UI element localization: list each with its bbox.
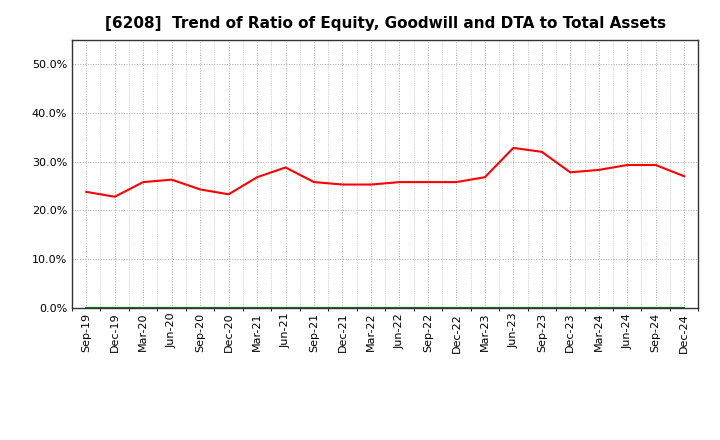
Deferred Tax Assets [167,305,176,311]
Deferred Tax Assets [566,305,575,311]
Goodwill [537,305,546,311]
Goodwill [139,305,148,311]
Equity [680,174,688,179]
Equity [110,194,119,199]
Goodwill [282,305,290,311]
Equity [623,162,631,168]
Goodwill [452,305,461,311]
Goodwill [623,305,631,311]
Equity [253,175,261,180]
Deferred Tax Assets [139,305,148,311]
Goodwill [167,305,176,311]
Goodwill [110,305,119,311]
Goodwill [366,305,375,311]
Deferred Tax Assets [366,305,375,311]
Deferred Tax Assets [680,305,688,311]
Deferred Tax Assets [338,305,347,311]
Equity [423,180,432,185]
Deferred Tax Assets [595,305,603,311]
Deferred Tax Assets [82,305,91,311]
Equity [395,180,404,185]
Goodwill [652,305,660,311]
Equity [338,182,347,187]
Deferred Tax Assets [652,305,660,311]
Deferred Tax Assets [623,305,631,311]
Goodwill [509,305,518,311]
Deferred Tax Assets [537,305,546,311]
Deferred Tax Assets [423,305,432,311]
Equity [652,162,660,168]
Goodwill [480,305,489,311]
Equity [167,177,176,182]
Equity [566,170,575,175]
Deferred Tax Assets [282,305,290,311]
Title: [6208]  Trend of Ratio of Equity, Goodwill and DTA to Total Assets: [6208] Trend of Ratio of Equity, Goodwil… [104,16,666,32]
Deferred Tax Assets [509,305,518,311]
Goodwill [566,305,575,311]
Goodwill [338,305,347,311]
Goodwill [423,305,432,311]
Equity [366,182,375,187]
Goodwill [253,305,261,311]
Equity [537,149,546,154]
Goodwill [196,305,204,311]
Equity [225,192,233,197]
Deferred Tax Assets [110,305,119,311]
Equity [310,180,318,185]
Equity [595,167,603,172]
Deferred Tax Assets [480,305,489,311]
Deferred Tax Assets [452,305,461,311]
Equity [480,175,489,180]
Deferred Tax Assets [196,305,204,311]
Goodwill [595,305,603,311]
Goodwill [225,305,233,311]
Equity [282,165,290,170]
Deferred Tax Assets [253,305,261,311]
Goodwill [680,305,688,311]
Goodwill [82,305,91,311]
Equity [196,187,204,192]
Line: Equity: Equity [86,148,684,197]
Deferred Tax Assets [225,305,233,311]
Goodwill [310,305,318,311]
Deferred Tax Assets [310,305,318,311]
Equity [452,180,461,185]
Deferred Tax Assets [395,305,404,311]
Equity [82,189,91,194]
Equity [509,145,518,150]
Equity [139,180,148,185]
Goodwill [395,305,404,311]
